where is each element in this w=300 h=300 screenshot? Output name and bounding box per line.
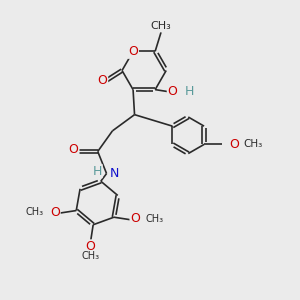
Text: CH₃: CH₃ (151, 21, 171, 31)
Text: N: N (110, 167, 119, 180)
Text: O: O (69, 143, 79, 157)
Text: CH₃: CH₃ (146, 214, 164, 224)
Text: O: O (229, 138, 239, 151)
Text: O: O (85, 240, 95, 253)
Text: O: O (130, 212, 140, 225)
Text: O: O (167, 85, 177, 98)
Text: H: H (184, 85, 194, 98)
Text: CH₃: CH₃ (81, 251, 99, 261)
Text: H: H (93, 165, 102, 178)
Text: CH₃: CH₃ (26, 207, 44, 217)
Text: O: O (50, 206, 60, 218)
Text: O: O (98, 74, 107, 87)
Text: CH₃: CH₃ (243, 140, 262, 149)
Text: O: O (128, 45, 138, 58)
